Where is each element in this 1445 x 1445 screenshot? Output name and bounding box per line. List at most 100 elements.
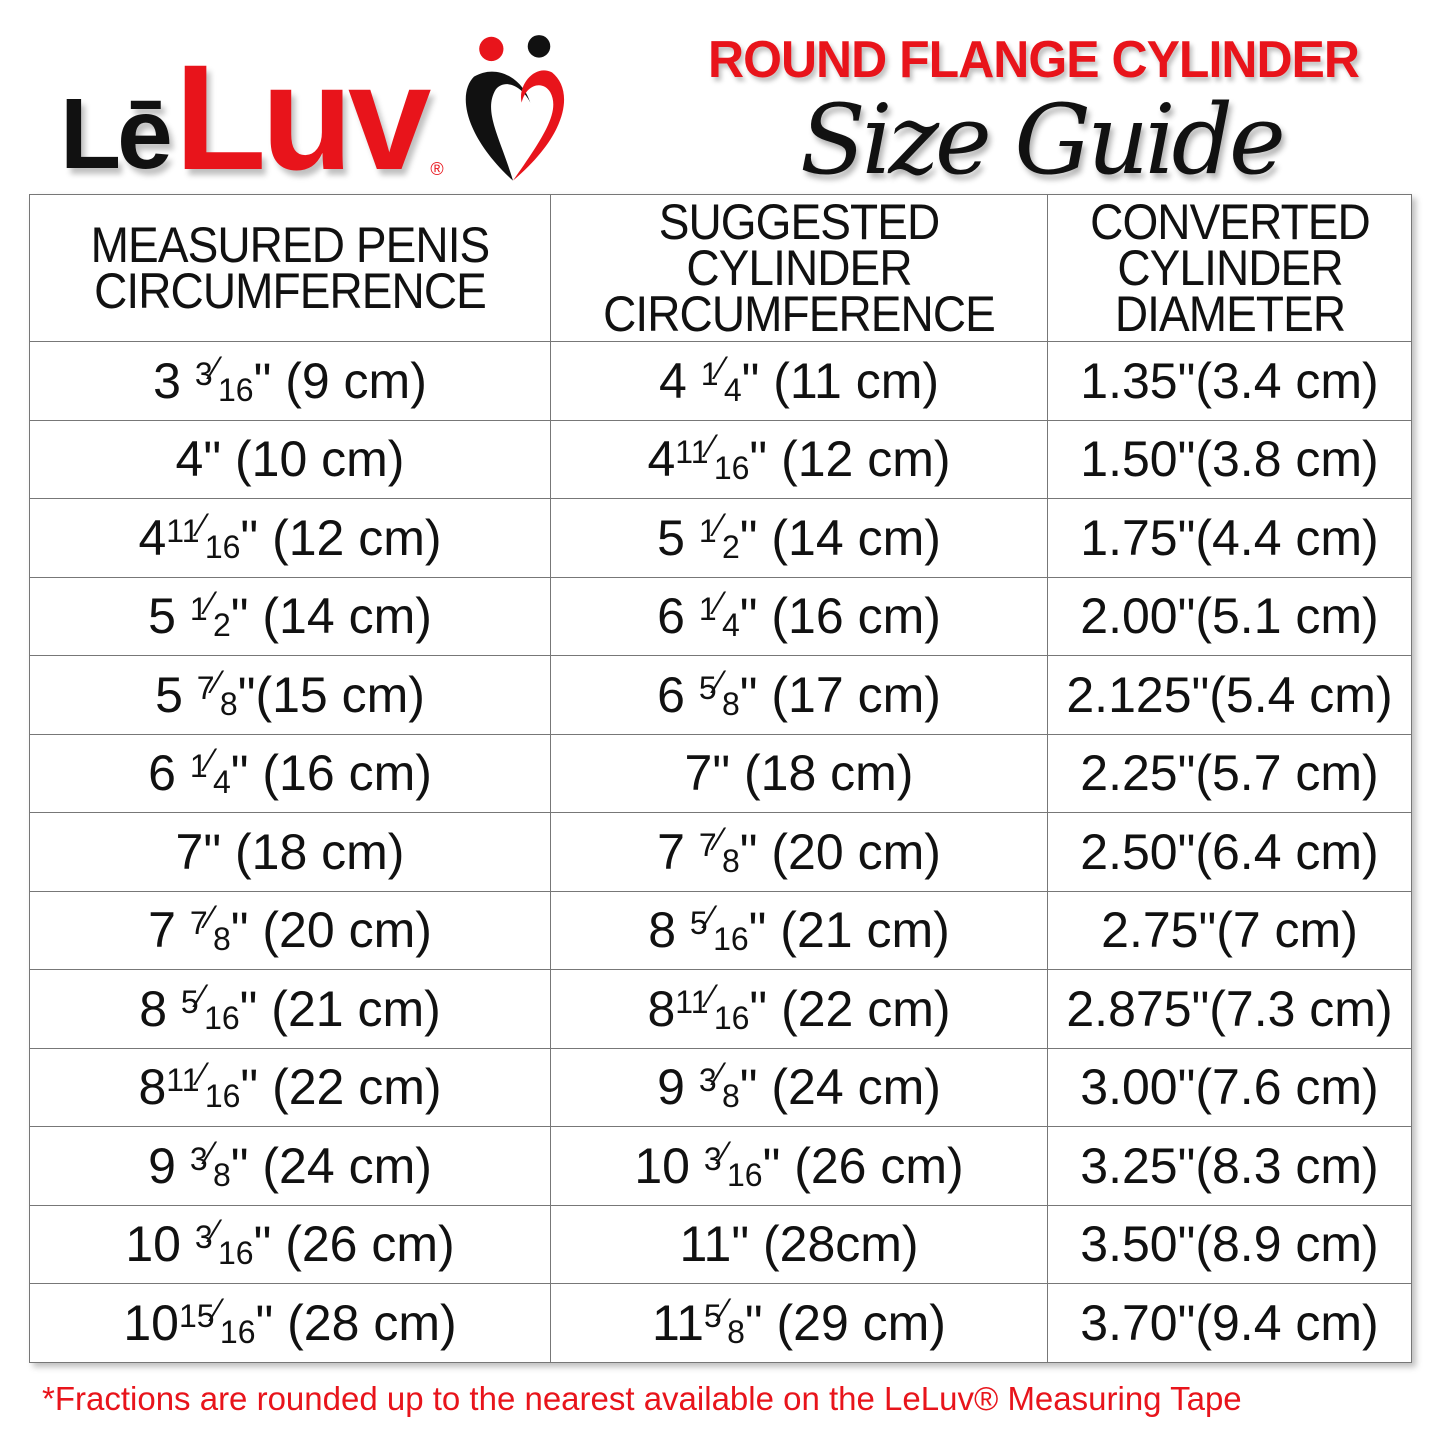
denominator: 8	[721, 1078, 740, 1115]
numerator: 1	[189, 748, 208, 785]
fraction-slash: ⁄	[721, 1134, 727, 1171]
value-text: 1.35"(3.4 cm)	[1080, 352, 1379, 409]
whole: 5	[155, 666, 197, 723]
fraction: 11⁄16	[166, 506, 240, 563]
fraction-slash: ⁄	[718, 349, 724, 386]
cell-suggested: 10 3⁄16" (26 cm)	[550, 1126, 1048, 1206]
value-text: "(15 cm)	[237, 666, 425, 723]
whole: 5	[657, 509, 699, 566]
table-row: 7" (18 cm) 7 7⁄8" (20 cm) 2.50"(6.4 cm)	[29, 812, 1412, 892]
page-title: ROUND FLANGE CYLINDER	[708, 31, 1360, 89]
cell-suggested: 7" (18 cm)	[550, 733, 1048, 813]
table-row: 811⁄16" (22 cm) 9 3⁄8" (24 cm) 3.00"(7.6 c…	[29, 1047, 1412, 1127]
cell-suggested: 411⁄16" (12 cm)	[550, 419, 1048, 499]
value-text: " (12 cm)	[749, 431, 951, 488]
value-text: 2.50"(6.4 cm)	[1080, 823, 1379, 880]
header-row: MEASURED PENIS CIRCUMFERENCE SUGGESTED C…	[29, 194, 1412, 342]
cell-suggested: 115⁄8" (29 cm)	[550, 1283, 1048, 1363]
fraction-slash: ⁄	[214, 663, 220, 700]
numerator: 15	[178, 1297, 215, 1334]
fraction-slash: ⁄	[716, 506, 722, 543]
cell-suggested: 11" (28cm)	[550, 1204, 1048, 1284]
value-text: 3.50"(8.9 cm)	[1080, 1216, 1379, 1273]
table-row: 7 7⁄8" (20 cm) 8 5⁄16" (21 cm) 2.75"(7 cm)	[29, 890, 1412, 970]
value-text: " (26 cm)	[253, 1216, 455, 1273]
fraction: 5⁄16	[690, 899, 749, 955]
numerator: 3	[194, 355, 213, 392]
cell-converted: 2.25"(5.7 cm)	[1047, 733, 1412, 813]
cell-converted: 2.875"(7.3 cm)	[1047, 969, 1412, 1049]
value-text: " (21 cm)	[748, 902, 950, 959]
value-text: " (9 cm)	[253, 352, 427, 409]
fraction: 7⁄8	[197, 663, 238, 720]
table-row: 9 3⁄8" (24 cm) 10 3⁄16" (26 cm) 3.25"(8.3 …	[29, 1126, 1412, 1206]
whole: 7	[148, 902, 190, 959]
denominator: 16	[726, 1156, 763, 1193]
numerator: 5	[703, 1297, 722, 1334]
numerator: 1	[698, 591, 717, 628]
fraction: 3⁄8	[190, 1134, 231, 1191]
fraction: 3⁄16	[195, 1215, 254, 1269]
fraction-slash: ⁄	[207, 1134, 213, 1171]
value-text: " (16 cm)	[230, 745, 432, 802]
denominator: 4	[723, 371, 742, 408]
cell-converted: 2.50"(6.4 cm)	[1047, 812, 1412, 892]
whole: 10	[125, 1216, 195, 1273]
value-text: " (17 cm)	[739, 666, 941, 723]
table-row: 5 1⁄2" (14 cm) 6 1⁄4" (16 cm) 2.00"(5.1 cm…	[29, 576, 1412, 656]
whole: 3	[153, 352, 195, 409]
numerator: 7	[698, 826, 717, 863]
header-converted: CONVERTED CYLINDER DIAMETER	[1047, 194, 1412, 342]
numerator: 1	[700, 355, 719, 392]
fraction-slash: ⁄	[207, 899, 213, 936]
fraction-slash: ⁄	[716, 1056, 722, 1093]
cell-measured: 8 5⁄16" (21 cm)	[29, 969, 551, 1049]
denominator: 2	[721, 528, 740, 565]
cell-suggested: 811⁄16" (22 cm)	[550, 969, 1048, 1049]
fraction: 1⁄4	[190, 744, 231, 798]
numerator: 11	[166, 512, 200, 549]
cell-measured: 411⁄16" (12 cm)	[29, 498, 551, 578]
value-text: " (21 cm)	[239, 980, 441, 1037]
whole: 9	[148, 1137, 190, 1194]
size-table: MEASURED PENIS CIRCUMFERENCE SUGGESTED C…	[29, 194, 1412, 1363]
fraction-slash: ⁄	[212, 349, 218, 386]
table-row: 10 3⁄16" (26 cm) 11" (28cm) 3.50"(8.9 cm)	[29, 1204, 1412, 1284]
fraction: 1⁄4	[699, 587, 740, 641]
denominator: 16	[713, 921, 749, 958]
whole: 7	[657, 823, 699, 880]
cell-suggested: 6 1⁄4" (16 cm)	[550, 576, 1048, 656]
fraction-slash: ⁄	[708, 428, 714, 465]
fraction: 7⁄8	[190, 899, 231, 955]
cell-suggested: 5 1⁄2" (14 cm)	[550, 498, 1048, 578]
numerator: 5	[698, 669, 717, 706]
denominator: 16	[713, 450, 750, 487]
fraction: 1⁄2	[699, 506, 740, 563]
cell-suggested: 7 7⁄8" (20 cm)	[550, 812, 1048, 892]
whole: 6	[657, 666, 699, 723]
fraction-slash: ⁄	[707, 899, 714, 936]
cell-measured: 1015⁄16" (28 cm)	[29, 1283, 551, 1363]
cell-suggested: 8 5⁄16" (21 cm)	[550, 890, 1048, 970]
denominator: 8	[212, 921, 231, 958]
whole: 11	[652, 1294, 704, 1351]
value-text: 1.75"(4.4 cm)	[1080, 509, 1379, 566]
cell-measured: 811⁄16" (22 cm)	[29, 1047, 551, 1127]
denominator: 8	[727, 1313, 745, 1350]
header-measured: MEASURED PENIS CIRCUMFERENCE	[29, 194, 551, 342]
value-text: 2.875"(7.3 cm)	[1066, 980, 1393, 1037]
fraction: 5⁄8	[699, 666, 740, 720]
numerator: 3	[703, 1140, 722, 1177]
denominator: 16	[204, 528, 241, 565]
value-text: " (14 cm)	[230, 588, 432, 645]
cell-converted: 1.75"(4.4 cm)	[1047, 498, 1412, 578]
fraction-slash: ⁄	[199, 506, 205, 543]
whole: 8	[647, 980, 676, 1037]
fraction-slash: ⁄	[207, 585, 213, 622]
fraction-slash: ⁄	[708, 977, 714, 1014]
value-text: " (26 cm)	[762, 1137, 964, 1194]
leluv-logo: Lē Luv ®	[60, 20, 660, 192]
denominator: 16	[204, 1078, 241, 1115]
denominator: 16	[217, 371, 254, 408]
value-text: 2.125"(5.4 cm)	[1066, 666, 1393, 723]
